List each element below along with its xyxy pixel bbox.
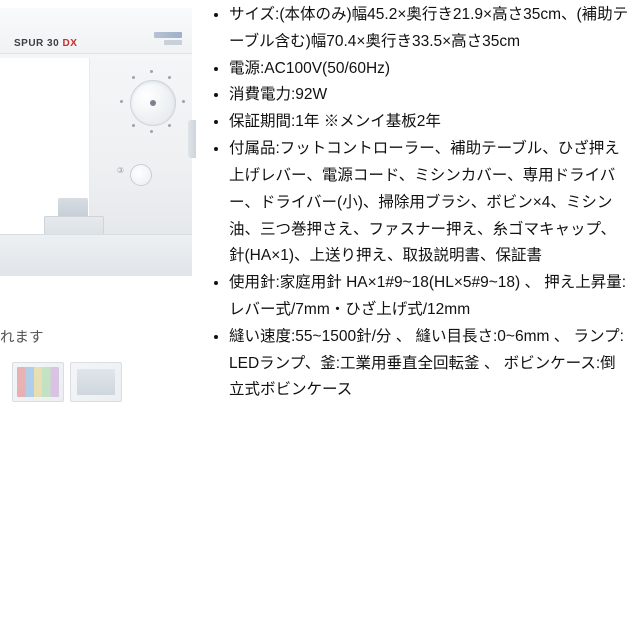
thumbnail-1[interactable]: [12, 362, 64, 402]
spec-list: サイズ:(本体のみ)幅45.2×奥行き21.9×高さ35cm、(補助テーブル含む…: [207, 2, 630, 404]
thumbnail-2[interactable]: [70, 362, 122, 402]
spec-item: 付属品:フットコントローラー、補助テーブル、ひざ押え上げレバー、電源コード、ミシ…: [229, 136, 630, 270]
tension-dial-icon: [130, 164, 152, 186]
product-gallery: SPUR 30 DX ③ れます: [0, 0, 195, 640]
product-brand-label: SPUR 30 DX: [14, 38, 77, 49]
spec-item: 電源:AC100V(50/60Hz): [229, 56, 630, 83]
spec-item: サイズ:(本体のみ)幅45.2×奥行き21.9×高さ35cm、(補助テーブル含む…: [229, 2, 630, 56]
spec-item: 使用針:家庭用針 HA×1#9~18(HL×5#9~18) 、 押え上昇量:レバ…: [229, 270, 630, 324]
spec-item: 縫い速度:55~1500針/分 、 縫い目長さ:0~6mm 、 ランプ:LEDラ…: [229, 324, 630, 404]
sewing-machine-illustration: SPUR 30 DX ③: [0, 8, 192, 268]
expand-hint-text: れます: [0, 326, 44, 347]
stitch-dial-icon: [130, 80, 176, 126]
spec-item: 保証期間:1年 ※メンイ基板2年: [229, 109, 630, 136]
thumbnail-strip: [12, 362, 122, 402]
spec-item: 消費電力:92W: [229, 82, 630, 109]
product-main-image[interactable]: SPUR 30 DX ③: [0, 0, 195, 310]
spec-panel: サイズ:(本体のみ)幅45.2×奥行き21.9×高さ35cm、(補助テーブル含む…: [195, 0, 640, 640]
